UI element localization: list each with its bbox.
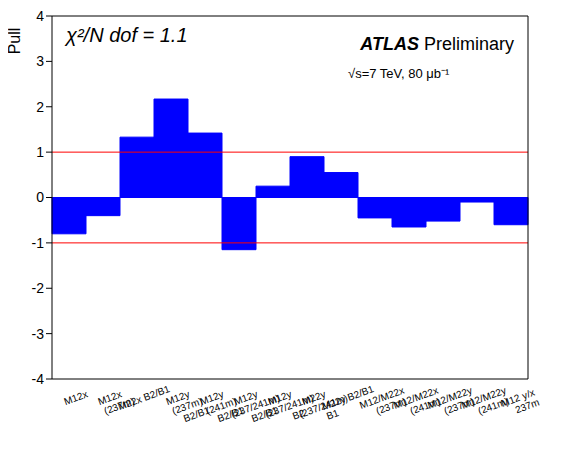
svg-text:-4: -4 xyxy=(32,371,45,387)
svg-text:2: 2 xyxy=(36,99,44,115)
svg-text:M12 y/x237m: M12 y/x237m xyxy=(499,386,540,419)
svg-text:4: 4 xyxy=(36,8,44,24)
svg-text:0: 0 xyxy=(36,189,44,205)
svg-text:-1: -1 xyxy=(32,235,45,251)
svg-text:M12x: M12x xyxy=(62,388,89,407)
svg-text:1: 1 xyxy=(36,144,44,160)
svg-text:-2: -2 xyxy=(32,280,45,296)
svg-text:3: 3 xyxy=(36,53,44,69)
svg-text:M22x B2/B1: M22x B2/B1 xyxy=(116,383,171,412)
svg-text:-3: -3 xyxy=(32,326,45,342)
